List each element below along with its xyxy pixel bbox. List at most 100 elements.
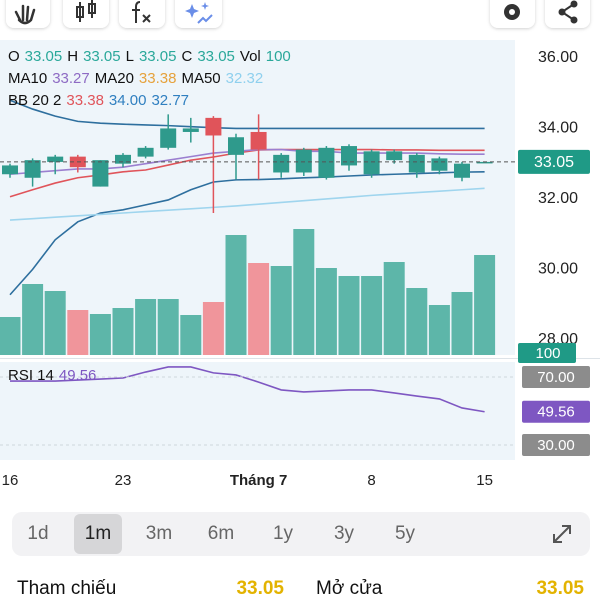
y-tick-label: 32.00 xyxy=(538,190,578,207)
y-tick-label: 70.00 xyxy=(537,369,575,386)
candle-body xyxy=(295,149,312,173)
candle-body xyxy=(24,160,41,178)
legend-label: MA20 xyxy=(94,70,134,87)
legend-label: L xyxy=(125,48,134,65)
candle-icon xyxy=(76,0,96,22)
indicator-line xyxy=(9,187,485,221)
share-button[interactable] xyxy=(545,0,590,28)
legend-value: 34.00 xyxy=(108,92,147,109)
legend-label: Vol xyxy=(239,48,261,65)
legend-value: 32.77 xyxy=(151,92,190,109)
tool-button[interactable] xyxy=(119,0,165,28)
volume-bar xyxy=(406,288,428,355)
ai-icon xyxy=(185,2,209,18)
legend-row: BB 20 2 33.38 34.00 32.77 xyxy=(8,90,296,112)
candle-body xyxy=(431,158,448,171)
price-tag xyxy=(518,149,590,174)
volume-bar xyxy=(135,299,157,355)
candle-body xyxy=(273,154,290,173)
volume-bar xyxy=(293,229,315,355)
tool-button[interactable] xyxy=(175,0,222,28)
candle-body xyxy=(454,163,470,178)
range-button[interactable]: 3y xyxy=(333,523,355,544)
volume-bar xyxy=(451,292,473,355)
expand-icon[interactable] xyxy=(550,522,574,546)
legend-label: H xyxy=(67,48,79,65)
indicator-line xyxy=(9,99,485,130)
legend-label: O xyxy=(8,48,20,65)
stat-label: Mở cửa xyxy=(316,578,383,599)
legend-value: 100 xyxy=(265,48,291,65)
indicator-line xyxy=(9,170,485,296)
legend-value: 33.05 xyxy=(24,48,63,65)
legend-value: 33.05 xyxy=(197,48,235,65)
volume-bar xyxy=(383,262,405,355)
rsi-title: RSI 14 49.56 xyxy=(8,367,96,384)
volume-bar xyxy=(202,302,224,355)
volume-tag-label: 100 xyxy=(535,345,560,362)
candle-body xyxy=(137,147,154,157)
rsi-line xyxy=(10,366,485,413)
rsi-panel xyxy=(0,362,515,460)
candle-body xyxy=(205,117,222,136)
y-tick-label: 36.00 xyxy=(538,49,578,66)
ai-icon-trend xyxy=(197,14,213,24)
tool-button[interactable] xyxy=(63,0,109,28)
toolbar xyxy=(6,0,590,28)
candle-layer xyxy=(2,114,493,214)
volume-bar xyxy=(338,276,360,355)
volume-bar xyxy=(157,299,179,355)
share-dot xyxy=(570,0,578,8)
volume-bar xyxy=(428,305,450,355)
volume-bar xyxy=(44,291,66,355)
y-tick-label: 34.00 xyxy=(538,120,578,137)
candle-body xyxy=(160,128,177,148)
range-selector: 1d 1m 3m 6m 1y 3y 5y xyxy=(12,512,590,556)
volume-bar xyxy=(474,255,496,355)
x-tick-label: 8 xyxy=(367,472,375,489)
indicator-layer xyxy=(9,99,485,413)
candle-body xyxy=(408,154,425,173)
volume-bar xyxy=(361,276,383,355)
price-tag-label: 33.05 xyxy=(534,154,574,171)
volume-tag xyxy=(518,343,576,363)
fx-icon xyxy=(132,1,151,23)
legend-value: 33.27 xyxy=(52,70,90,87)
volume-bar xyxy=(180,315,202,355)
x-tick-label: 16 xyxy=(2,472,19,489)
indicator-line xyxy=(9,148,485,176)
range-button[interactable]: 3m xyxy=(145,523,173,544)
range-button[interactable]: 1d xyxy=(27,523,49,544)
range-button[interactable]: 5y xyxy=(394,523,416,544)
range-button[interactable]: 1m xyxy=(74,514,122,554)
legend-value: 33.38 xyxy=(138,70,177,87)
volume-bar xyxy=(248,263,270,355)
candle-body xyxy=(115,154,131,164)
x-tick-label: Tháng 7 xyxy=(230,472,288,489)
legend-value: 33.05 xyxy=(83,48,121,65)
legend-value: 33.38 xyxy=(66,92,104,109)
volume-bar xyxy=(225,235,247,355)
legend-value: 32.32 xyxy=(225,70,264,87)
share-dot xyxy=(558,8,566,16)
indicator-line xyxy=(9,148,485,198)
range-button[interactable]: 1y xyxy=(272,523,294,544)
legend-label: MA50 xyxy=(181,70,221,87)
candle-body xyxy=(476,161,493,164)
volume-bar xyxy=(112,308,134,355)
x-tick-label: 15 xyxy=(476,472,493,489)
legend-label: MA10 xyxy=(8,70,48,87)
rsi-value: 49.56 xyxy=(59,367,97,384)
legend-row: O 33.05 H 33.05 L 33.05 C 33.05 Vol 100 xyxy=(8,46,296,68)
rsi-tag-label: 49.56 xyxy=(537,404,575,421)
candle-body xyxy=(2,165,18,175)
volume-bar xyxy=(22,284,44,355)
range-button[interactable]: 6m xyxy=(207,523,235,544)
candle-body xyxy=(47,156,64,162)
y-tick-box xyxy=(522,365,590,388)
x-tick-label: 23 xyxy=(115,472,132,489)
candle-body xyxy=(182,128,199,132)
